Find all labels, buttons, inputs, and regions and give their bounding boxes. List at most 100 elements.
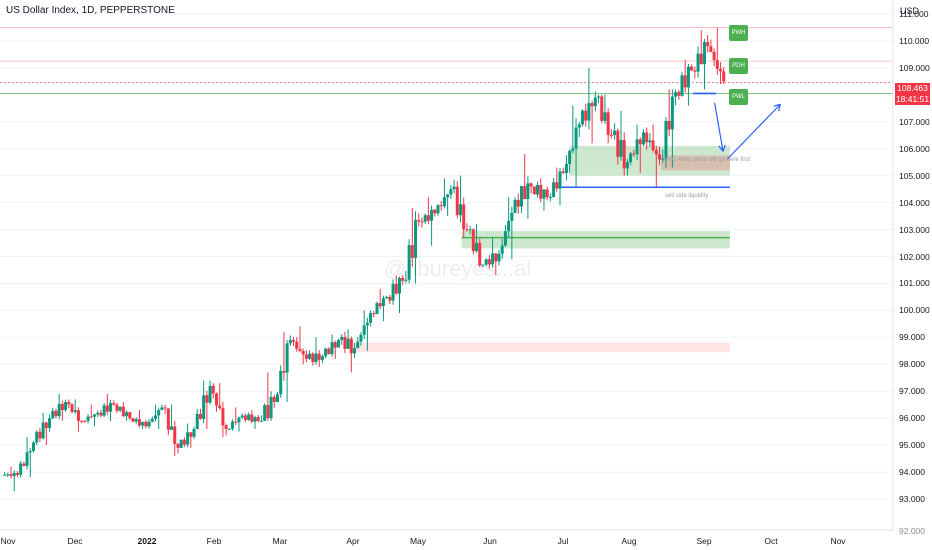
candle-body (208, 385, 212, 403)
candle-body (317, 353, 321, 360)
candle-body (706, 42, 710, 47)
candle-body (625, 162, 629, 169)
candle-body (192, 428, 196, 437)
candle-body (436, 205, 440, 214)
candle-body (22, 463, 26, 466)
candle-body (491, 253, 495, 265)
candle-body (269, 397, 273, 419)
candle-body (674, 92, 678, 97)
candle-body (606, 112, 610, 135)
candle-body (362, 325, 366, 335)
candle-body (597, 96, 601, 98)
candle-body (381, 298, 385, 307)
candle-body (503, 231, 507, 246)
y-tick-label: 100.000 (899, 305, 930, 316)
last-price-tag: 108.463 (895, 83, 930, 94)
demand-zone (461, 230, 730, 249)
y-tick-label: 97.000 (899, 386, 925, 397)
candle-body (568, 150, 572, 164)
down-arrow-head (718, 145, 724, 152)
candle-body (481, 264, 485, 266)
candle-body (182, 439, 186, 445)
candle-body (253, 417, 257, 422)
candle-body (324, 348, 328, 357)
candle-body (76, 410, 80, 421)
y-tick-label: 101.000 (899, 278, 930, 289)
pwl-label[interactable]: PWL (729, 89, 748, 105)
x-tick-label: Aug (621, 536, 637, 546)
candle-body (131, 418, 135, 422)
candle-body (115, 404, 119, 411)
candle-body (150, 418, 154, 422)
y-tick-label: 94.000 (899, 467, 925, 478)
watermark: @fibureyes...al (384, 256, 532, 281)
candle-body (121, 406, 125, 417)
pdh-label[interactable]: PDH (729, 58, 748, 74)
candle-body (349, 338, 353, 354)
y-tick-label: 111.000 (899, 8, 929, 19)
candle-body (272, 397, 276, 403)
candle-body (471, 229, 475, 252)
candle-body (327, 348, 331, 355)
candle-body (198, 413, 202, 419)
candle-body (218, 405, 222, 409)
zones (349, 146, 730, 353)
candle-body (423, 215, 427, 222)
countdown-tag: 18:41:51 (895, 94, 930, 105)
candle-body (661, 158, 665, 160)
candle-body (359, 334, 363, 342)
candle-body (616, 130, 620, 157)
candle-body (532, 186, 536, 195)
candle-body (593, 97, 597, 107)
candle-body (632, 153, 636, 155)
candle-body (112, 403, 116, 405)
candle-body (580, 110, 584, 125)
candle-body (702, 42, 706, 65)
y-tick-label: 103.000 (899, 224, 930, 235)
candle-body (712, 52, 716, 61)
candle-body (99, 412, 103, 416)
candle-body (54, 410, 58, 417)
candle-body (404, 279, 408, 281)
candle-body (696, 53, 700, 72)
candle-body (433, 209, 437, 214)
candle-body (157, 410, 161, 416)
x-tick-label: 2022 (137, 536, 157, 546)
candle-body (622, 140, 626, 169)
candle-body (670, 96, 674, 130)
x-tick-label: Nov (830, 536, 846, 546)
y-tick-label: 107.000 (899, 116, 930, 127)
candle-body (35, 431, 39, 443)
candle-body (629, 153, 633, 163)
y-tick-label: 110.000 (899, 35, 930, 46)
candle-body (15, 472, 19, 475)
candle-body (134, 419, 138, 422)
candle-body (353, 348, 357, 354)
candle-body (227, 428, 231, 430)
candle-body (89, 416, 93, 418)
candle-body (558, 171, 562, 189)
candle-body (407, 245, 411, 280)
candle-body (336, 340, 340, 348)
x-tick-label: Nov (0, 536, 16, 546)
fvg-overlap (661, 155, 730, 171)
candle-body (237, 417, 241, 423)
candle-body (41, 422, 45, 439)
candle-body (31, 442, 35, 452)
candle-body (500, 245, 504, 254)
candle-body (372, 313, 376, 315)
x-tick-label: Dec (67, 536, 83, 546)
candle-body (635, 139, 639, 155)
candle-body (67, 402, 71, 405)
pwh-label[interactable]: PWH (729, 25, 748, 41)
candle-body (645, 132, 649, 143)
supply-zone (349, 342, 730, 353)
candle-body (648, 140, 652, 143)
candle-body (308, 353, 312, 359)
candle-body (375, 303, 379, 314)
fvg-zone (569, 146, 730, 176)
candle-body (160, 407, 164, 411)
candle-body (12, 472, 16, 477)
y-tick-label: 92.000 (899, 526, 925, 536)
